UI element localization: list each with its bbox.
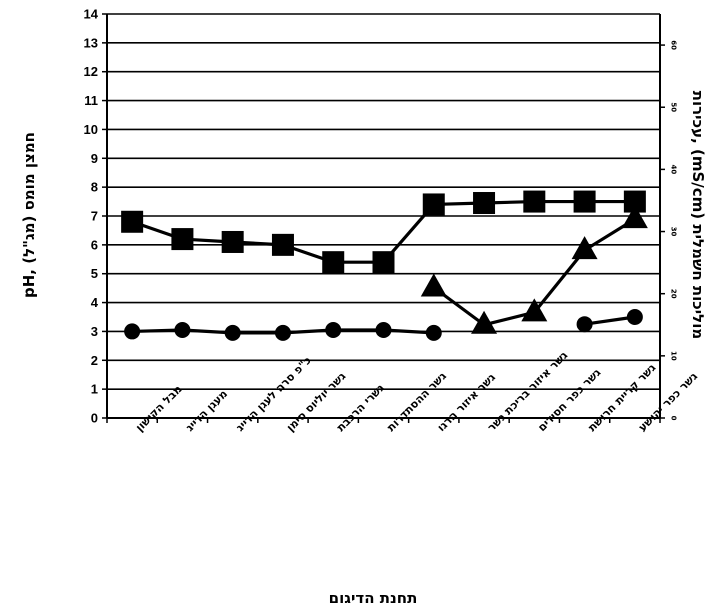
y-tick-label-left: 8 bbox=[91, 180, 98, 195]
y-tick-label-left: 6 bbox=[91, 237, 98, 252]
y-tick-label-left: 2 bbox=[91, 353, 98, 368]
y-tick-label-right: 20 bbox=[670, 289, 678, 299]
data-point-square bbox=[322, 251, 345, 274]
x-category-label: גשר איזור בריכת גשר bbox=[485, 349, 570, 434]
data-point-circle bbox=[174, 321, 191, 338]
y-tick-label-left: 13 bbox=[84, 35, 98, 50]
data-point-circle bbox=[124, 323, 141, 340]
y-axis-title-right: מוליכות חשמלית (mS/cm) ,עכירות bbox=[689, 91, 705, 340]
data-point-circle bbox=[325, 321, 342, 338]
data-point-square bbox=[523, 190, 546, 213]
data-point-circle bbox=[375, 321, 392, 338]
data-point-circle bbox=[274, 324, 291, 341]
y-tick-label-right: 60 bbox=[670, 40, 678, 50]
data-point-square bbox=[422, 193, 445, 216]
series-line-circle bbox=[584, 315, 636, 326]
y-tick-label-left: 5 bbox=[91, 266, 98, 281]
data-point-square bbox=[372, 251, 395, 274]
data-point-square bbox=[623, 190, 646, 213]
data-point-triangle bbox=[621, 205, 648, 229]
y-axis-title-left: pH, חמצן מומס (מג"ל) bbox=[20, 132, 38, 298]
data-point-triangle bbox=[471, 310, 498, 334]
y-tick-label-right: 40 bbox=[670, 165, 678, 175]
y-tick-label-left: 14 bbox=[84, 7, 99, 22]
data-point-triangle bbox=[420, 273, 447, 297]
x-category-label: מעגן הדייג bbox=[183, 387, 230, 434]
y-tick-label-left: 4 bbox=[91, 295, 99, 310]
series-markers bbox=[121, 190, 648, 341]
y-tick-label-left: 7 bbox=[91, 209, 98, 224]
data-point-square bbox=[473, 192, 496, 215]
y-tick-label-left: 9 bbox=[91, 151, 98, 166]
y-tick-label-left: 3 bbox=[91, 324, 98, 339]
y-tick-label-right: 10 bbox=[670, 351, 678, 361]
data-point-square bbox=[221, 230, 244, 253]
data-point-square bbox=[171, 228, 194, 251]
data-point-triangle bbox=[521, 298, 548, 322]
data-point-circle bbox=[626, 309, 643, 325]
data-point-square bbox=[121, 210, 144, 233]
data-point-circle bbox=[576, 316, 593, 333]
y-tick-label-left: 0 bbox=[91, 411, 98, 426]
data-point-square bbox=[573, 190, 596, 213]
x-category-label: מבל הקישון bbox=[133, 383, 185, 435]
y-tick-label-right: 0 bbox=[670, 416, 678, 421]
data-point-triangle bbox=[571, 236, 598, 260]
axes bbox=[102, 13, 665, 423]
y-tick-label-left: 11 bbox=[84, 93, 98, 108]
grid bbox=[107, 13, 660, 390]
data-point-circle bbox=[425, 324, 442, 341]
data-point-circle bbox=[224, 324, 241, 341]
y-tick-label-left: 10 bbox=[84, 122, 98, 137]
data-point-square bbox=[271, 233, 294, 256]
y-tick-label-left: 12 bbox=[84, 64, 98, 79]
y-tick-label-right: 50 bbox=[670, 102, 678, 112]
y-tick-label-right: 30 bbox=[670, 227, 678, 237]
x-axis-title: תחנת הדיגום bbox=[329, 589, 418, 607]
y-tick-label-left: 1 bbox=[91, 382, 98, 397]
